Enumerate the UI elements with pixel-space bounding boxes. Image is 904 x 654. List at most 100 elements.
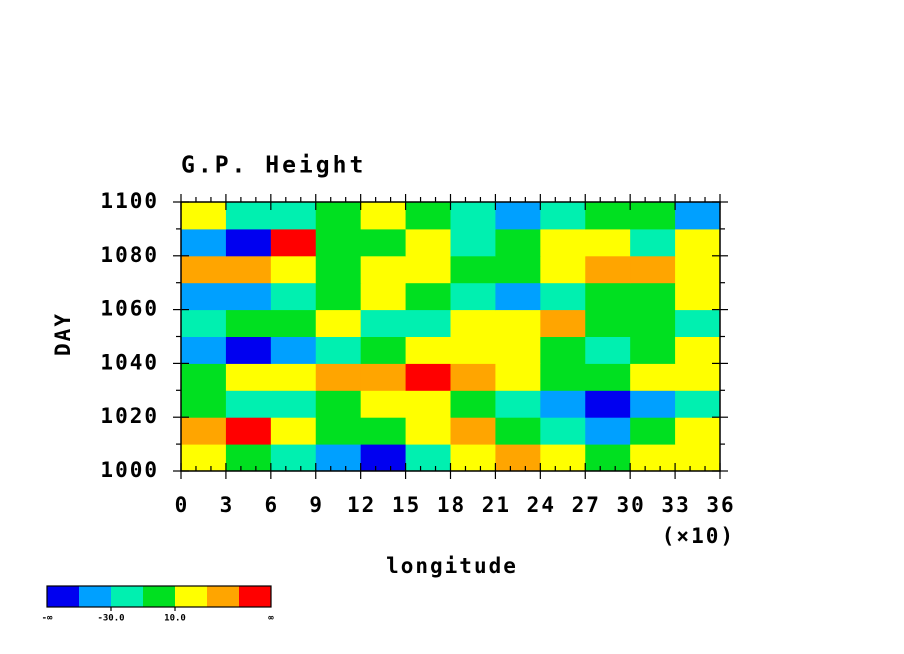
heat-cell (675, 363, 721, 391)
heat-cell (540, 363, 586, 391)
x-tick-label: 30 (617, 493, 646, 517)
heat-cell (360, 228, 407, 257)
heat-cell (540, 417, 586, 445)
heat-cell (315, 309, 362, 337)
heat-cell (675, 202, 721, 230)
heat-cell (675, 282, 721, 311)
heat-cell (450, 390, 496, 418)
heat-cell (630, 228, 676, 257)
x-tick-label: 15 (392, 493, 421, 517)
heat-cell (585, 282, 631, 311)
heat-cell (315, 444, 362, 472)
heat-cell (495, 228, 541, 257)
heat-cell (540, 444, 586, 472)
heat-cell (315, 390, 362, 418)
heat-cell (181, 390, 227, 418)
heat-cell (315, 417, 362, 445)
heat-cell (360, 390, 407, 418)
x-multiplier: (×10) (662, 524, 735, 548)
heat-cell (181, 228, 227, 257)
heat-cell (360, 202, 407, 230)
heat-cell (585, 336, 631, 364)
heat-cell (630, 336, 676, 364)
heat-cell (675, 336, 721, 364)
heat-cell (315, 255, 362, 284)
heat-cell (405, 336, 451, 364)
heat-cell (585, 202, 631, 230)
heat-cell (181, 444, 227, 472)
colorbar-tick-label: 10.0 (164, 614, 186, 624)
x-axis-label: longitude (386, 554, 518, 578)
heat-cell (630, 202, 676, 230)
heat-cell (270, 336, 317, 364)
colorbar-box (175, 586, 207, 607)
x-tick-label: 6 (265, 493, 280, 517)
heat-cell (450, 309, 496, 337)
colorbar-box (47, 586, 79, 607)
heat-cell (675, 417, 721, 445)
y-tick-label: 1040 (100, 350, 159, 374)
heat-cell (630, 309, 676, 337)
colorbar-box (239, 586, 271, 607)
heat-cell (585, 363, 631, 391)
x-tick-label: 12 (347, 493, 376, 517)
heat-cell (181, 255, 227, 284)
heat-cell (405, 417, 451, 445)
heat-cell (495, 417, 541, 445)
x-tick-label: 3 (220, 493, 235, 517)
heat-cell (450, 228, 496, 257)
heat-cell (360, 363, 407, 391)
heat-cell (495, 309, 541, 337)
heat-cell (405, 228, 451, 257)
heat-cell (181, 417, 227, 445)
heat-cell (585, 444, 631, 472)
heat-cell (405, 390, 451, 418)
x-tick-label: 36 (706, 493, 735, 517)
colorbar-box (79, 586, 111, 607)
heat-cell (181, 282, 227, 311)
x-tick-label: 24 (527, 493, 556, 517)
heat-cell (181, 363, 227, 391)
heat-cell (225, 417, 272, 445)
heat-cell (181, 336, 227, 364)
heat-cell (630, 255, 676, 284)
colorbar-box (207, 586, 239, 607)
y-tick-label: 1060 (100, 297, 159, 321)
heat-cell (315, 363, 362, 391)
heat-cell (270, 255, 317, 284)
heat-cell (360, 255, 407, 284)
heat-cell (675, 228, 721, 257)
heat-cell (540, 282, 586, 311)
colorbar-box (111, 586, 143, 607)
heat-cell (450, 282, 496, 311)
heat-cell (630, 444, 676, 472)
heat-cell (225, 202, 272, 230)
heat-cell (270, 363, 317, 391)
heat-cell (360, 336, 407, 364)
colorbar-tick-label: -30.0 (97, 614, 124, 624)
heat-cell (540, 202, 586, 230)
heat-cell (495, 336, 541, 364)
heat-cell (450, 444, 496, 472)
heat-cell (450, 363, 496, 391)
heat-cell (405, 282, 451, 311)
heat-cell (540, 390, 586, 418)
heat-cell (225, 282, 272, 311)
heat-cell (181, 309, 227, 337)
heat-cell (585, 417, 631, 445)
heat-cell (585, 228, 631, 257)
heat-cell (360, 444, 407, 472)
heat-cell (495, 255, 541, 284)
y-tick-label: 1080 (100, 243, 159, 267)
heat-cell (360, 309, 407, 337)
heat-cell (630, 282, 676, 311)
heat-cell (405, 363, 451, 391)
heat-cell (495, 444, 541, 472)
heat-cell (225, 336, 272, 364)
heat-cell (315, 336, 362, 364)
heat-cell (450, 336, 496, 364)
heat-cell (270, 228, 317, 257)
colorbar-frame (46, 585, 272, 608)
heat-cell (495, 282, 541, 311)
x-tick-label: 9 (309, 493, 324, 517)
